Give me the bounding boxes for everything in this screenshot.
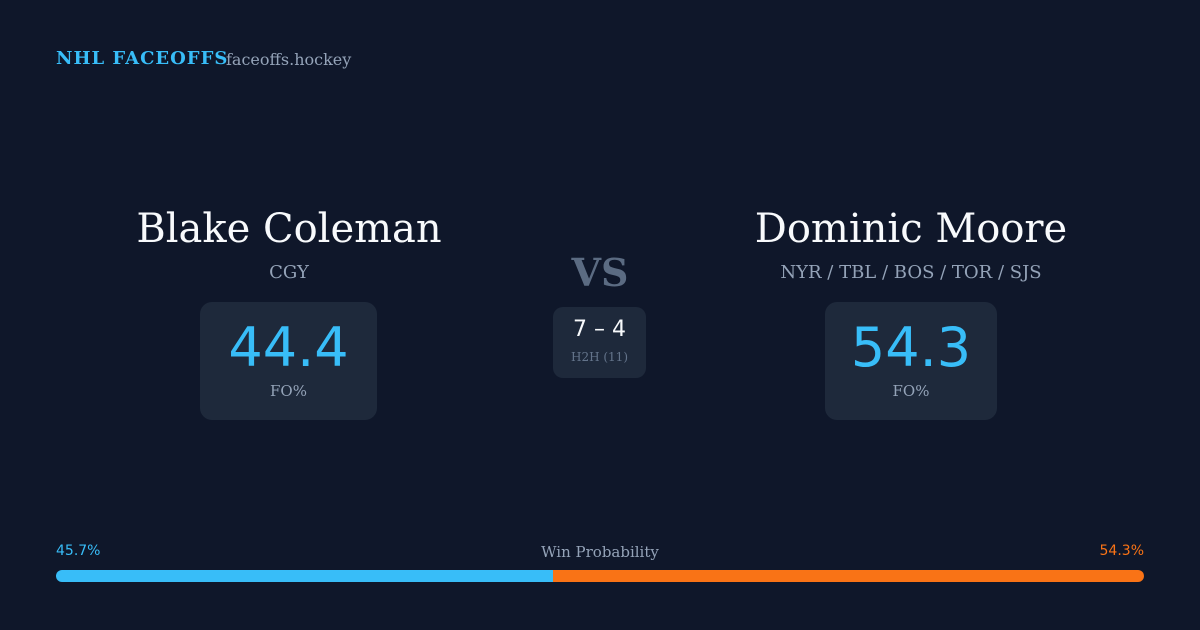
- h2h-label: H2H (11): [570, 350, 628, 364]
- fo-pct: 54.3: [850, 316, 972, 379]
- win-prob-right: 54.3%: [1099, 543, 1144, 559]
- fo-label: FO%: [892, 382, 930, 400]
- site-url: faceoffs.hockey: [226, 50, 352, 69]
- stat-box: 54.3 FO%: [825, 302, 997, 420]
- win-prob-title: Win Probability: [541, 543, 659, 561]
- vs-label: VS: [571, 250, 629, 295]
- fo-pct: 44.4: [228, 316, 349, 379]
- win-prob-left: 45.7%: [56, 543, 101, 559]
- player-name: Blake Coleman: [136, 206, 442, 252]
- player-teams: CGY: [269, 262, 309, 283]
- player-teams: NYR / TBL / BOS / TOR / SJS: [780, 262, 1042, 283]
- h2h-score: 7 – 4: [573, 317, 626, 342]
- win-prob-segment: [553, 570, 1144, 582]
- win-prob-bar: [56, 570, 1144, 582]
- win-prob-segment: [56, 570, 554, 582]
- fo-label: FO%: [270, 382, 307, 400]
- player-name: Dominic Moore: [754, 206, 1068, 252]
- brand: NHL FACEOFFS: [56, 48, 229, 69]
- h2h-box: 7 – 4 H2H (11): [553, 307, 646, 378]
- stat-box: 44.4 FO%: [200, 302, 377, 420]
